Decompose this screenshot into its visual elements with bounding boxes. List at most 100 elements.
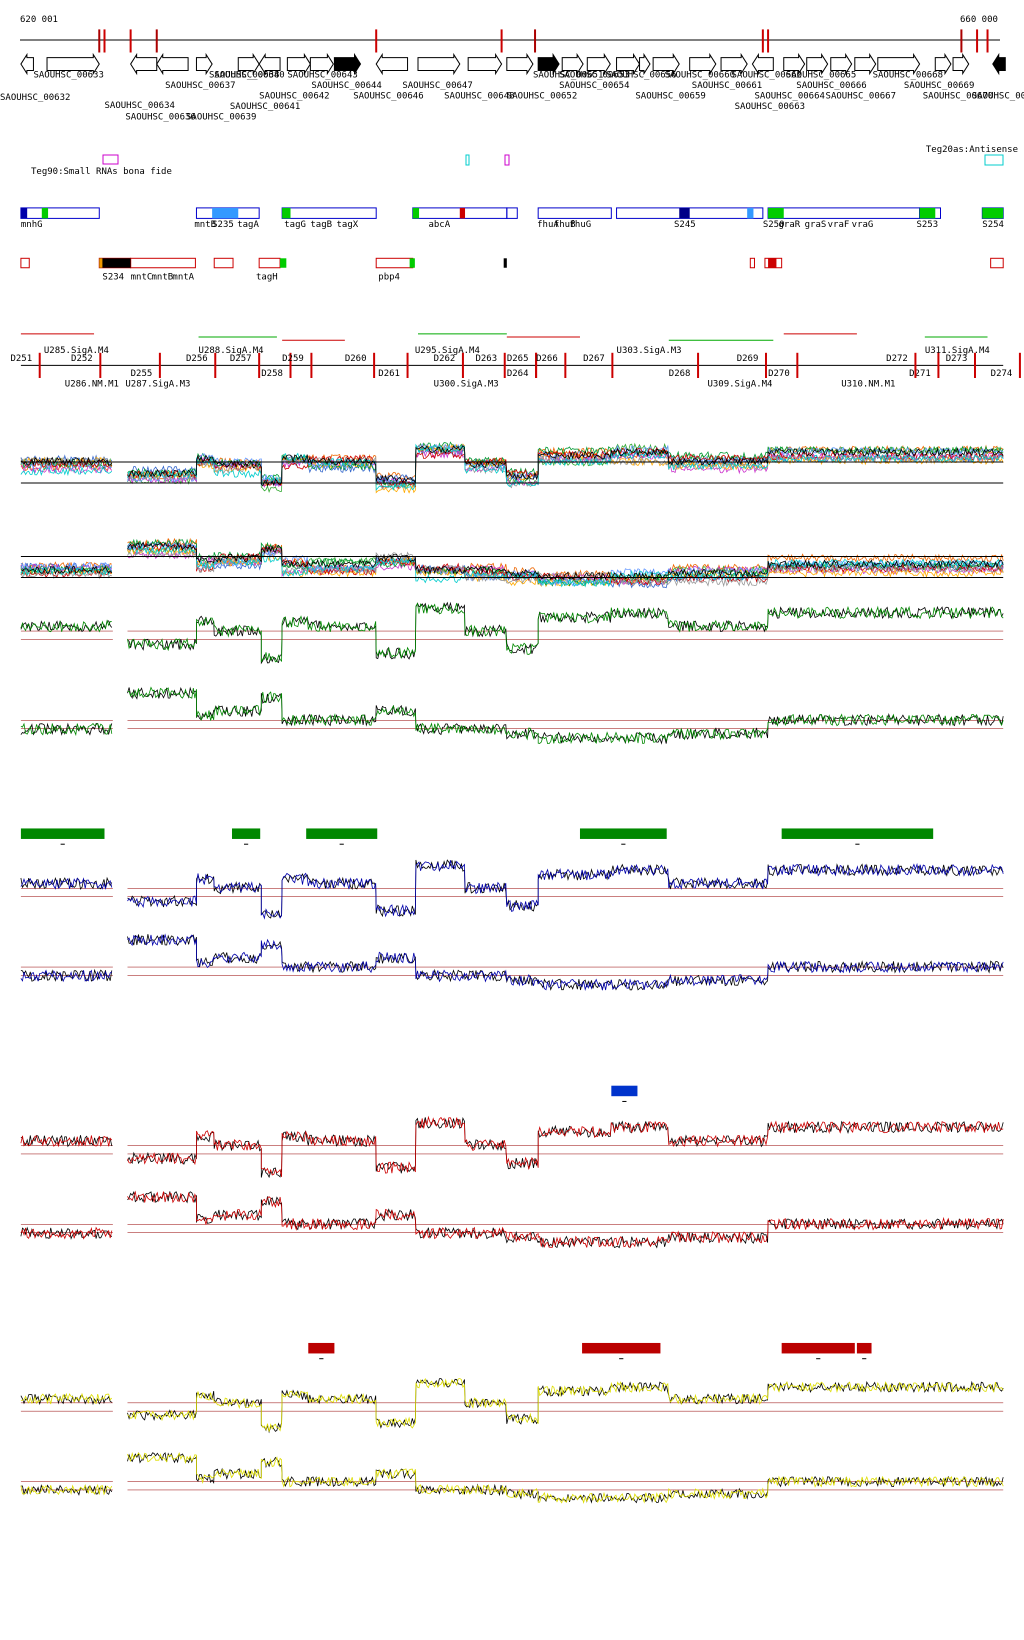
terminator-label: D255 xyxy=(131,369,153,379)
gene-arrow xyxy=(806,52,829,76)
gene-arrow xyxy=(877,52,921,76)
terminator-label: D274 xyxy=(991,369,1013,379)
region-bar xyxy=(20,828,105,839)
gene-arrow xyxy=(286,52,311,76)
feature-label: fhuG xyxy=(570,220,592,230)
feature-label: S245 xyxy=(674,220,696,230)
gene-arrow xyxy=(561,52,584,76)
signal-trace xyxy=(20,602,1004,663)
feature-fill xyxy=(41,207,49,219)
gene-label: SAOUHSC_00663 xyxy=(735,102,805,112)
signal-trace xyxy=(20,859,1004,919)
terminator-label: D271 xyxy=(909,369,931,379)
terminator-label: D267 xyxy=(583,354,605,364)
gene-label: SAOUHSC_00640 xyxy=(214,71,284,81)
feature-fill xyxy=(768,207,784,219)
gene-label: SAOUHSC_00639 xyxy=(186,113,256,123)
gene-label: SAOUHSC_00641 xyxy=(230,102,300,112)
promoter-label: U287.SigA.M3 xyxy=(125,379,190,389)
gene-arrow xyxy=(258,52,281,76)
terminator-label: D259 xyxy=(282,354,304,364)
feature-label: S234 xyxy=(102,272,124,282)
region-bar xyxy=(308,1342,335,1354)
signal-trace xyxy=(20,601,1004,665)
promoter-label: U286.NM.M1 xyxy=(65,379,119,389)
gene-arrow xyxy=(130,52,158,76)
gene-label: SAOUHSC_00647 xyxy=(402,81,472,91)
signal-trace xyxy=(20,686,1004,745)
signal-trace xyxy=(20,1115,1004,1177)
gene-label: SAOUHSC_00636 xyxy=(125,113,195,123)
gene-label: SAOUHSC_00668 xyxy=(873,71,943,81)
gene-arrow xyxy=(309,52,334,76)
promoter-label: U303.SigA.M3 xyxy=(617,346,682,356)
gene-arrow xyxy=(237,52,260,76)
gene-arrow xyxy=(689,52,717,76)
feature-fill xyxy=(982,207,1004,219)
feature-label: mnhG xyxy=(21,220,43,230)
gene-arrow xyxy=(652,52,680,76)
feature-box xyxy=(258,257,281,269)
feature-box xyxy=(506,207,518,219)
gene-arrow xyxy=(639,52,651,76)
gene-label: SAOUHSC_00633 xyxy=(33,71,103,81)
feature-fill xyxy=(99,258,131,268)
terminator-label: D264 xyxy=(507,369,529,379)
gene-label: SAOUHSC_00648 xyxy=(444,92,514,102)
feature-label: graS xyxy=(805,220,827,230)
feature-box xyxy=(130,257,196,269)
gene-label: SAOUHSC_00664 xyxy=(754,92,824,102)
signal-trace xyxy=(20,443,1004,491)
signal-trace xyxy=(20,1451,1004,1504)
gene-arrow xyxy=(537,52,560,76)
feature-label: tagX xyxy=(336,220,358,230)
gene-label: SAOUHSC_00661 xyxy=(692,81,762,91)
terminator-label: D251 xyxy=(10,354,32,364)
feature-fill xyxy=(280,258,287,268)
terminator-label: D269 xyxy=(737,354,759,364)
feature-label: vraG xyxy=(852,220,874,230)
region-bar xyxy=(231,828,261,839)
gene-arrow xyxy=(934,52,952,76)
region-bar xyxy=(611,1085,638,1097)
gene-label: SAOUHSC_00667 xyxy=(826,92,896,102)
terminator-label: D258 xyxy=(261,369,283,379)
gene-label: SAOUHSC_00670 xyxy=(923,92,993,102)
region-bar xyxy=(781,1342,855,1354)
feature-label: abcA xyxy=(428,220,450,230)
feature-label: S235 xyxy=(212,220,234,230)
signal-trace xyxy=(20,1378,1004,1434)
feature-box xyxy=(281,207,377,219)
gene-arrow xyxy=(417,52,461,76)
gene-label: SAOUHSC_00671 xyxy=(972,92,1024,102)
feature-label: tagA xyxy=(237,220,259,230)
feature-box xyxy=(767,207,921,219)
feature-box xyxy=(990,257,1004,269)
terminator-label: D256 xyxy=(186,354,208,364)
gene-label: SAOUHSC_00632 xyxy=(0,93,70,103)
gene-label: SAOUHSC_00662 xyxy=(732,71,802,81)
feature-fill xyxy=(99,258,103,268)
feature-label: fhuB xyxy=(554,220,576,230)
terminator-label: D263 xyxy=(475,354,497,364)
terminator-label: D272 xyxy=(886,354,908,364)
signal-trace xyxy=(20,446,1004,490)
feature-fill xyxy=(212,207,239,219)
feature-box xyxy=(213,257,234,269)
gene-arrow xyxy=(333,52,362,76)
gene-label: SAOUHSC_00654 xyxy=(559,81,629,91)
feature-fill xyxy=(459,207,466,219)
signal-trace xyxy=(20,934,1004,991)
signal-trace xyxy=(20,1190,1004,1249)
feature-label: vraF xyxy=(828,220,850,230)
gene-arrow xyxy=(751,52,774,76)
terminator-label: D260 xyxy=(345,354,367,364)
ruler-start: 620 001 xyxy=(20,15,58,25)
terminator-label: D266 xyxy=(536,354,558,364)
feature-label: mntA xyxy=(172,272,194,282)
gene-label: SAOUHSC_00656 xyxy=(606,71,676,81)
gene-arrow xyxy=(783,52,806,76)
gene-label: SAOUHSC_00659 xyxy=(635,92,705,102)
feature-fill xyxy=(409,258,415,268)
